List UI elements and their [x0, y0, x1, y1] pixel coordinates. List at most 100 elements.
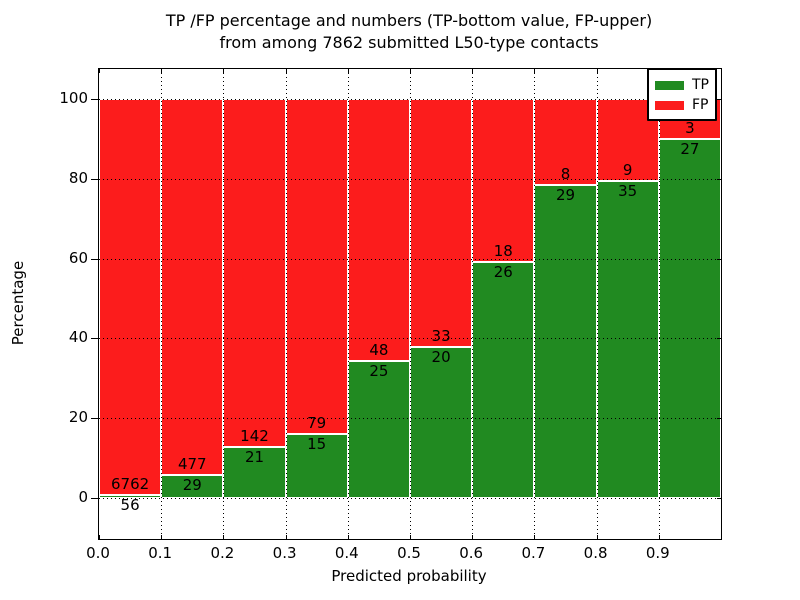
grid-line-vertical [534, 69, 536, 539]
y-tick-mark-right [717, 498, 721, 499]
bar-tp-segment [534, 185, 597, 498]
annotation-fp-count: 18 [493, 242, 513, 261]
y-tick-mark-left [91, 338, 98, 340]
grid-line-vertical [472, 69, 474, 539]
annotation-tp-count: 15 [307, 435, 327, 454]
x-tick-label: 0.2 [210, 544, 235, 562]
x-tick-mark-top [534, 69, 536, 73]
annotation-fp-count: 33 [431, 327, 451, 346]
bar-fp-segment [161, 99, 224, 476]
x-tick-mark-bottom [410, 535, 411, 539]
x-tick-mark-bottom [596, 535, 598, 539]
annotation-tp-count: 25 [369, 362, 389, 381]
legend-label: TP [692, 77, 709, 93]
y-tick-mark-left [91, 418, 98, 420]
y-tick-label: 80 [68, 168, 88, 187]
annotation-tp-count: 21 [244, 447, 265, 466]
annotation-fp-count: 9 [622, 160, 633, 179]
annotation-tp-count: 56 [120, 495, 140, 514]
annotation-fp-count: 48 [369, 341, 389, 360]
x-tick-label: 0.4 [334, 544, 359, 562]
y-tick-label: 0 [78, 488, 88, 506]
grid-line-vertical [658, 69, 660, 539]
legend-item: TP [649, 75, 715, 95]
grid-line-vertical [223, 69, 225, 539]
x-tick-label: 0.7 [521, 544, 546, 562]
y-tick-mark-right [717, 258, 721, 260]
annotation-fp-count: 8 [560, 165, 571, 184]
legend-swatch-tp [655, 80, 684, 90]
annotation-tp-count: 29 [555, 186, 576, 205]
annotation-tp-count: 35 [618, 181, 638, 200]
x-tick-label: 0.0 [86, 544, 110, 562]
x-tick-mark-bottom [347, 535, 349, 539]
x-tick-mark-bottom [472, 535, 474, 539]
bar-fp-segment [285, 99, 348, 435]
x-axis-label: Predicted probability [331, 567, 487, 585]
x-tick-mark-top [161, 69, 163, 73]
x-tick-mark-top [347, 69, 349, 73]
x-tick-mark-top [596, 69, 598, 73]
x-tick-label: 0.3 [272, 544, 297, 562]
x-tick-label: 0.8 [583, 544, 608, 562]
bar-tp-segment [410, 347, 473, 498]
y-tick-mark-right [717, 99, 721, 100]
annotation-tp-count: 27 [680, 139, 700, 158]
legend-item: FP [649, 95, 715, 115]
annotation-tp-count: 26 [493, 263, 513, 282]
y-tick-mark-left [91, 99, 98, 100]
x-tick-label: 0.6 [459, 544, 484, 562]
chart-title-line1: TP /FP percentage and numbers (TP-bottom… [165, 11, 653, 30]
grid-line-vertical [285, 69, 287, 539]
y-tick-label: 60 [68, 248, 88, 267]
annotation-fp-count: 477 [177, 455, 207, 474]
x-tick-mark-bottom [285, 535, 287, 539]
x-tick-mark-top [99, 69, 100, 73]
grid-line-vertical [410, 69, 411, 539]
y-tick-mark-right [717, 418, 721, 420]
bar-tp-segment [658, 138, 721, 498]
annotation-fp-count: 3 [685, 118, 695, 137]
legend-swatch-fp [655, 100, 684, 110]
x-tick-mark-bottom [658, 535, 660, 539]
bar-fp-segment [99, 99, 162, 495]
chart-title-line2: from among 7862 submitted L50-type conta… [219, 33, 599, 52]
x-tick-mark-top [410, 69, 411, 73]
y-axis-label: Percentage [9, 260, 27, 346]
grid-line-vertical [596, 69, 598, 539]
y-tick-mark-left [91, 178, 98, 180]
annotation-tp-count: 29 [182, 476, 202, 495]
x-tick-mark-top [472, 69, 474, 73]
x-tick-mark-bottom [223, 535, 225, 539]
bar-tp-segment [472, 262, 535, 498]
bar-fp-segment [347, 99, 410, 362]
y-tick-label: 100 [59, 89, 88, 107]
legend: TP FP [647, 68, 717, 121]
x-tick-label: 0.1 [148, 544, 173, 562]
annotation-tp-count: 20 [431, 348, 451, 367]
annotation-fp-count: 6762 [111, 474, 150, 493]
y-tick-label: 20 [68, 408, 88, 427]
x-tick-mark-bottom [161, 535, 163, 539]
y-tick-mark-right [717, 338, 721, 340]
y-tick-label: 40 [68, 328, 88, 347]
bar-fp-segment [472, 99, 535, 263]
x-tick-mark-top [223, 69, 225, 73]
y-tick-mark-left [91, 258, 98, 260]
annotation-fp-count: 142 [240, 426, 269, 445]
plot-area: 6762 56 477 29 142 21 79 15 48 25 33 20 18 26 8 29 9 35 3 2… [91, 68, 722, 540]
bar-tp-segment [99, 494, 162, 498]
x-tick-mark-top [285, 69, 287, 73]
legend-label: FP [692, 97, 709, 113]
y-tick-mark-right [717, 178, 721, 180]
y-tick-mark-left [91, 498, 98, 499]
bar-fp-segment [410, 99, 473, 348]
x-tick-mark-bottom [534, 535, 536, 539]
grid-line-vertical [161, 69, 163, 539]
x-tick-mark-bottom [99, 535, 100, 539]
bar-tp-segment [347, 361, 410, 498]
bar-fp-segment [223, 99, 286, 447]
annotation-fp-count: 79 [307, 414, 327, 433]
grid-line-vertical [347, 69, 349, 539]
